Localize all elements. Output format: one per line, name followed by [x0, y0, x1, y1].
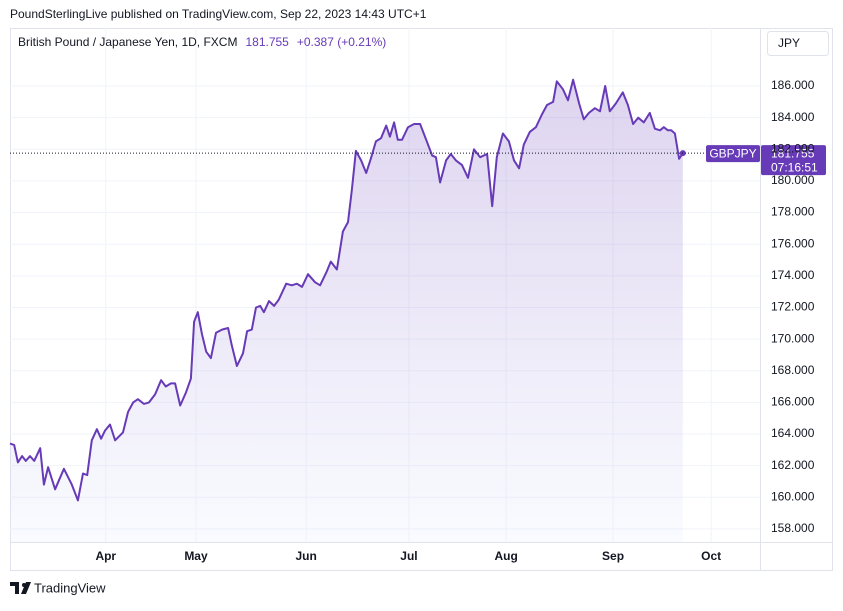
price-tag-value: 181.755 — [771, 146, 815, 160]
legend-change: +0.387 (+0.21%) — [297, 35, 386, 49]
footer-logo: TradingView — [10, 580, 106, 595]
y-tick-label: 168.000 — [771, 363, 815, 377]
symbol-tag — [706, 145, 760, 163]
y-tick-label: 184.000 — [771, 110, 815, 124]
x-tick-label: May — [184, 549, 208, 563]
x-tick-label: Oct — [701, 549, 721, 563]
y-tick-label: 186.000 — [771, 78, 815, 92]
currency-button[interactable] — [767, 31, 829, 56]
y-tick-label: 174.000 — [771, 268, 815, 282]
price-tag-countdown: 07:16:51 — [771, 160, 818, 174]
symbol-tag-label: GBPJPY — [709, 146, 756, 160]
currency-label[interactable]: JPY — [778, 36, 800, 50]
legend-title: British Pound / Japanese Yen, 1D, FXCM — [18, 35, 237, 49]
logo-dot — [22, 583, 26, 587]
x-tick-label: Apr — [95, 549, 116, 563]
y-tick-label: 158.000 — [771, 521, 815, 535]
y-tick-label: 170.000 — [771, 331, 815, 345]
y-tick-label: 182.000 — [771, 141, 815, 155]
legend-price: 181.755 — [245, 35, 289, 49]
x-tick-label: Sep — [602, 549, 624, 563]
x-tick-label: Jun — [296, 549, 317, 563]
y-tick-label: 162.000 — [771, 458, 815, 472]
y-tick-label: 166.000 — [771, 395, 815, 409]
x-tick-label: Aug — [494, 549, 517, 563]
price-line — [9, 78, 684, 502]
price-tag — [761, 145, 826, 176]
area-fill — [10, 79, 683, 542]
y-tick-label: 178.000 — [771, 205, 815, 219]
y-tick-label: 176.000 — [771, 236, 815, 250]
x-tick-label: Jul — [400, 549, 417, 563]
y-tick-label: 164.000 — [771, 426, 815, 440]
frame — [10, 28, 833, 571]
footer-text: TradingView — [34, 580, 106, 595]
y-tick-label: 180.000 — [771, 173, 815, 187]
y-tick-label: 172.000 — [771, 300, 815, 314]
logo-icon — [10, 582, 31, 594]
y-tick-label: 160.000 — [771, 489, 815, 503]
publish-note: PoundSterlingLive published on TradingVi… — [10, 7, 427, 21]
